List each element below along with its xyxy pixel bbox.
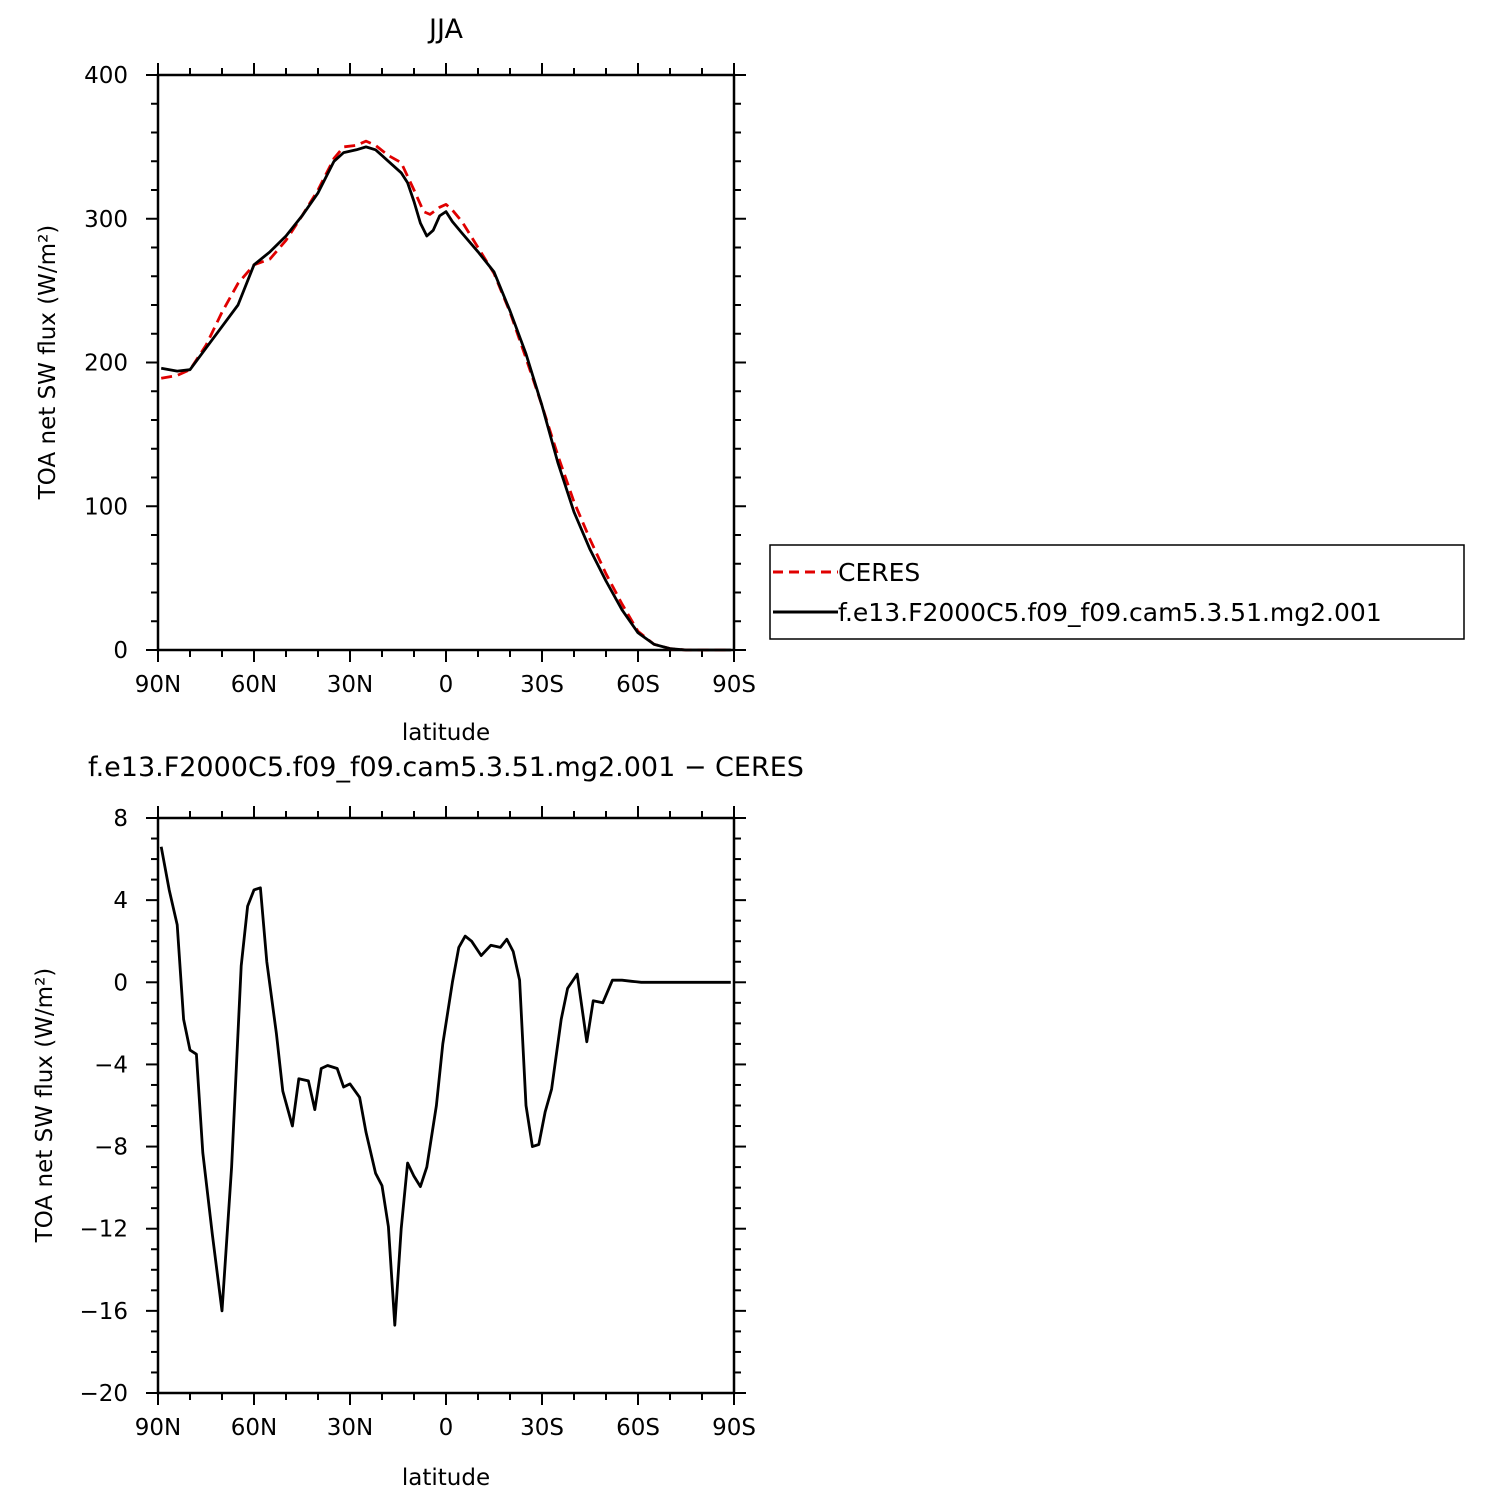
bottom-ytick-label: 8 <box>113 806 128 832</box>
top-xtick-label: 60N <box>231 672 277 698</box>
bottom-panel: f.e13.F2000C5.f09_f09.cam5.3.51.mg2.001 … <box>32 752 804 1491</box>
top-ytick-label: 100 <box>84 494 128 520</box>
top-xtick-label: 0 <box>439 672 454 698</box>
bottom-plot-frame <box>156 816 736 1395</box>
top-panel-ylabel: TOA net SW flux (W/m²) <box>35 225 61 501</box>
bottom-panel-ylabel: TOA net SW flux (W/m²) <box>32 968 58 1244</box>
bottom-ytick-label: −4 <box>94 1052 128 1078</box>
legend-label-ceres: CERES <box>838 558 920 587</box>
legend: CERES f.e13.F2000C5.f09_f09.cam5.3.51.mg… <box>769 544 1465 640</box>
bottom-ytick-label: −8 <box>94 1135 128 1161</box>
top-panel-axes: 90N 60N 30N 0 30S 60S 90S 0 100 200 300 400 <box>84 63 756 698</box>
bottom-panel-axes: 90N 60N 30N 0 30S 60S 90S 8 4 0 −4 −8 −12 −16 −20 <box>79 806 756 1441</box>
bottom-xtick-label: 60S <box>616 1415 660 1441</box>
bottom-xtick-label: 90S <box>712 1415 756 1441</box>
top-series-line-0 <box>160 139 731 652</box>
legend-box <box>769 544 1465 640</box>
top-series-line-1 <box>160 145 731 652</box>
top-xtick-label: 30S <box>520 672 564 698</box>
bottom-ytick-label: −16 <box>79 1299 128 1325</box>
bottom-panel-xlabel: latitude <box>402 1465 490 1491</box>
bottom-xtick-label: 30N <box>327 1415 373 1441</box>
top-ytick-label: 400 <box>84 63 128 89</box>
bottom-ytick-label: 4 <box>113 888 128 914</box>
top-panel: JJA 90N 60N 30N 0 30S 60S 90S 0 100 200 300 400 lat… <box>35 14 756 746</box>
top-panel-title: JJA <box>427 14 463 45</box>
top-xtick-label: 30N <box>327 672 373 698</box>
top-ytick-label: 300 <box>84 207 128 233</box>
legend-label-model: f.e13.F2000C5.f09_f09.cam5.3.51.mg2.001 <box>838 598 1382 627</box>
bottom-panel-title: f.e13.F2000C5.f09_f09.cam5.3.51.mg2.001 … <box>88 752 804 783</box>
top-xtick-label: 90N <box>135 672 181 698</box>
top-plot-frame <box>156 73 736 652</box>
top-xtick-label: 90S <box>712 672 756 698</box>
top-ytick-label: 200 <box>84 351 128 377</box>
bottom-xtick-label: 0 <box>439 1415 454 1441</box>
bottom-ytick-label: −20 <box>79 1381 128 1407</box>
bottom-xtick-label: 60N <box>231 1415 277 1441</box>
top-xtick-label: 60S <box>616 672 660 698</box>
bottom-ytick-label: −12 <box>79 1217 128 1243</box>
top-ytick-label: 0 <box>113 638 128 664</box>
bottom-ytick-label: 0 <box>113 970 128 996</box>
bottom-xtick-label: 90N <box>135 1415 181 1441</box>
top-panel-xlabel: latitude <box>402 720 490 746</box>
bottom-xtick-label: 30S <box>520 1415 564 1441</box>
bottom-series-line-0 <box>159 846 731 1327</box>
